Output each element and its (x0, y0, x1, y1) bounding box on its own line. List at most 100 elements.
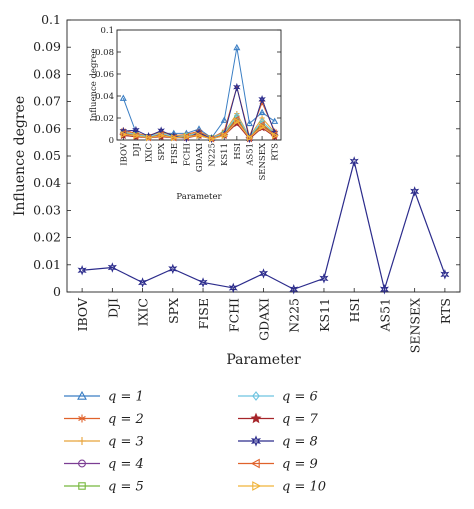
data-point (233, 82, 241, 92)
x-tick-label: GDAXI (195, 143, 205, 172)
legend-marker-icon-shape (78, 459, 86, 468)
data-point (379, 284, 389, 295)
legend-marker-icon-shape (252, 391, 260, 401)
legend-label: q = 8 (282, 435, 318, 450)
x-tick-label: FCHI (226, 298, 241, 332)
x-axis-title: Parameter (176, 192, 222, 202)
legend-marker-icon-shape (78, 416, 86, 421)
data-point-shape (440, 269, 450, 280)
y-tick-label: 0.1 (41, 12, 61, 27)
data-point (245, 119, 253, 127)
data-point (119, 126, 128, 136)
legend-label: q = 3 (108, 435, 144, 450)
data-point-shape (410, 186, 420, 197)
data-point-shape (168, 263, 178, 275)
y-tick-label: 0.01 (33, 257, 61, 272)
legend-marker-icon-shape (252, 481, 262, 491)
legend-marker-icon-shape (77, 390, 87, 400)
x-tick-label: RTS (271, 143, 281, 161)
data-point-shape (258, 94, 266, 104)
data-point-shape (272, 132, 279, 140)
data-point-shape (138, 277, 148, 288)
data-point (138, 277, 148, 288)
data-point-shape (133, 132, 140, 140)
data-point (272, 132, 279, 140)
data-point-shape (120, 130, 128, 139)
legend-marker-icon (250, 435, 262, 447)
legend-marker-icon (78, 414, 86, 423)
data-point (171, 134, 178, 142)
data-point (77, 264, 87, 276)
data-point (198, 277, 208, 288)
y-tick-label: 0.07 (33, 94, 61, 109)
data-point-shape (132, 125, 140, 135)
legend-label: q = 6 (282, 390, 318, 405)
data-point (145, 134, 153, 142)
x-tick-label: DJI (105, 298, 120, 318)
data-point-shape (289, 284, 299, 295)
x-tick-label: N225 (287, 298, 302, 333)
data-point-shape (349, 156, 359, 167)
data-point (221, 132, 228, 140)
data-point (120, 130, 128, 139)
data-point-shape (183, 133, 191, 141)
data-point-shape (220, 116, 228, 123)
data-point-shape (119, 94, 127, 101)
data-point-shape (196, 132, 203, 140)
data-point-shape (258, 268, 269, 279)
data-point (258, 94, 266, 104)
y-tick-label: 0 (109, 136, 114, 146)
data-point (158, 132, 165, 140)
data-point (168, 263, 178, 275)
x-tick-label: GDAXI (257, 298, 272, 341)
x-tick-label: FCHI (182, 143, 192, 166)
y-tick-label: 0.08 (95, 48, 114, 58)
data-point (258, 121, 265, 129)
legend-marker-icon-shape (250, 435, 262, 447)
data-point (258, 268, 269, 279)
data-point (258, 108, 266, 116)
data-point (208, 135, 216, 143)
y-tick-label: 0.1 (100, 26, 114, 36)
data-point (440, 269, 450, 280)
inset-background (87, 23, 286, 203)
y-tick-label: 0.04 (33, 175, 61, 190)
data-point (119, 129, 126, 137)
data-point-shape (233, 82, 241, 92)
data-point (220, 116, 228, 123)
data-point-shape (379, 284, 389, 295)
x-tick-label: SPX (166, 298, 181, 324)
main-chart: 0 0.01 0.02 0.03 0.04 0.05 0.06 0.07 0.08 0.09 0.1… (12, 12, 461, 368)
legend-label: q = 9 (282, 457, 318, 472)
x-tick-label: IBOV (75, 297, 90, 331)
legend-label: q = 4 (108, 457, 144, 472)
data-point-shape (171, 134, 178, 142)
data-point-shape (119, 126, 128, 136)
data-point (183, 133, 191, 141)
x-tick-label: RTS (438, 298, 453, 324)
legend-label: q = 7 (282, 412, 318, 427)
legend-marker-icon (77, 390, 87, 400)
x-tick-label: SENSEX (408, 298, 423, 353)
legend-marker-icon (78, 459, 86, 468)
legend-marker-icon (250, 458, 260, 469)
legend-marker-icon-shape (250, 412, 262, 424)
x-tick-label: KS11 (317, 298, 332, 332)
x-tick-label: IXIC (145, 143, 155, 162)
data-point (119, 94, 127, 101)
data-point-shape (221, 132, 228, 140)
data-point-shape (259, 123, 266, 131)
x-tick-label: IBOV (119, 142, 129, 166)
x-tick-label: HSI (347, 298, 362, 322)
data-point-shape (258, 108, 266, 116)
data-point-shape (77, 264, 87, 276)
x-tick-label: DJI (132, 143, 142, 157)
legend-marker-icon (250, 412, 262, 424)
data-point-shape (234, 117, 241, 125)
data-point-shape (233, 115, 240, 123)
legend-label: q = 1 (108, 390, 144, 405)
data-point-shape (145, 134, 153, 142)
y-tick-label: 0.02 (95, 114, 114, 124)
data-point (132, 125, 140, 135)
y-tick-label: 0.08 (33, 66, 61, 81)
